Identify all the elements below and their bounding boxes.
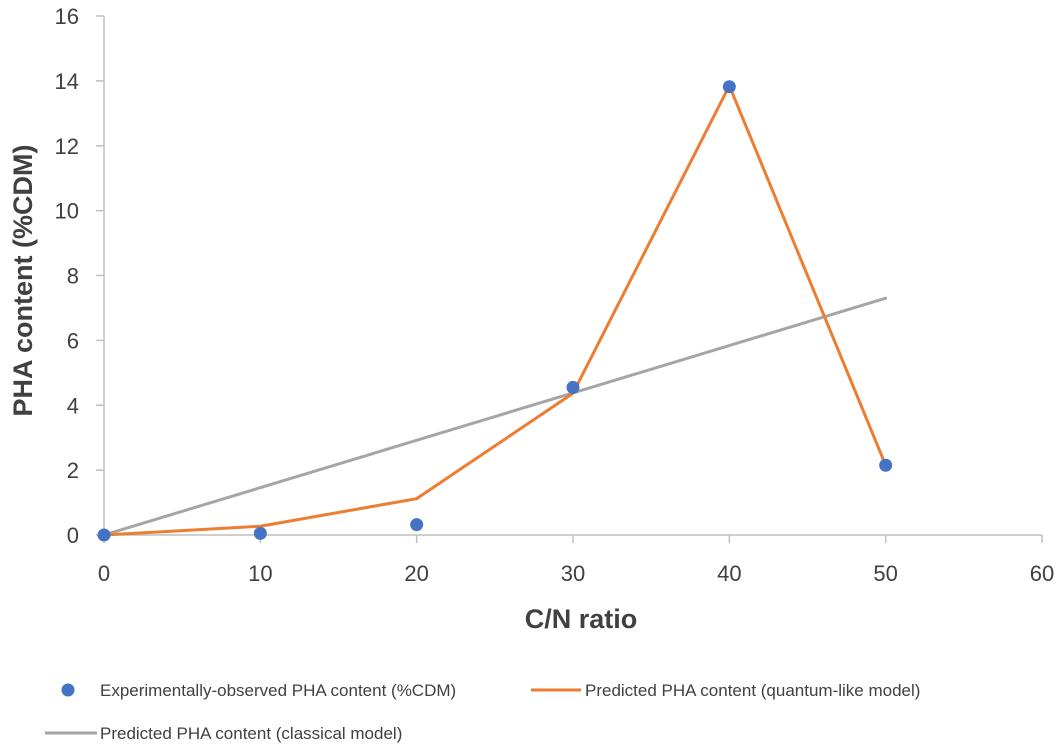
legend: Experimentally-observed PHA content (%CD… [45, 681, 920, 743]
y-tick-label: 0 [67, 523, 79, 548]
y-axis-title: PHA content (%CDM) [8, 145, 38, 417]
x-tick-label: 20 [404, 561, 428, 586]
y-tick-label: 16 [55, 4, 79, 29]
legend-label: Predicted PHA content (classical model) [100, 724, 402, 743]
data-point [879, 458, 893, 472]
y-tick-label: 6 [67, 328, 79, 353]
data-point [566, 380, 580, 394]
y-tick-label: 4 [67, 393, 79, 418]
y-tick-label: 12 [55, 134, 79, 159]
series-line-1 [102, 84, 888, 537]
series-line-2 [102, 296, 888, 537]
x-tick-label: 60 [1030, 561, 1054, 586]
y-tick-label: 2 [67, 458, 79, 483]
legend-marker [61, 683, 75, 697]
axes: 0 2 4 6 8 10 12 14 16 0 10 20 30 40 50 60 [55, 4, 1055, 586]
x-tick-label: 10 [248, 561, 272, 586]
y-tick-label: 10 [55, 199, 79, 224]
data-point [97, 528, 111, 542]
plot-area [97, 80, 893, 542]
y-tick-label: 14 [55, 69, 79, 94]
x-axis-title: C/N ratio [525, 604, 638, 634]
x-tick-label: 50 [873, 561, 897, 586]
x-tick-label: 40 [717, 561, 741, 586]
legend-label: Experimentally-observed PHA content (%CD… [100, 681, 456, 700]
x-tick-label: 30 [561, 561, 585, 586]
data-point [722, 80, 736, 94]
x-tick-label: 0 [98, 561, 110, 586]
data-point [410, 518, 424, 532]
data-point [253, 526, 267, 540]
y-tick-label: 8 [67, 264, 79, 289]
legend-label: Predicted PHA content (quantum-like mode… [585, 681, 920, 700]
